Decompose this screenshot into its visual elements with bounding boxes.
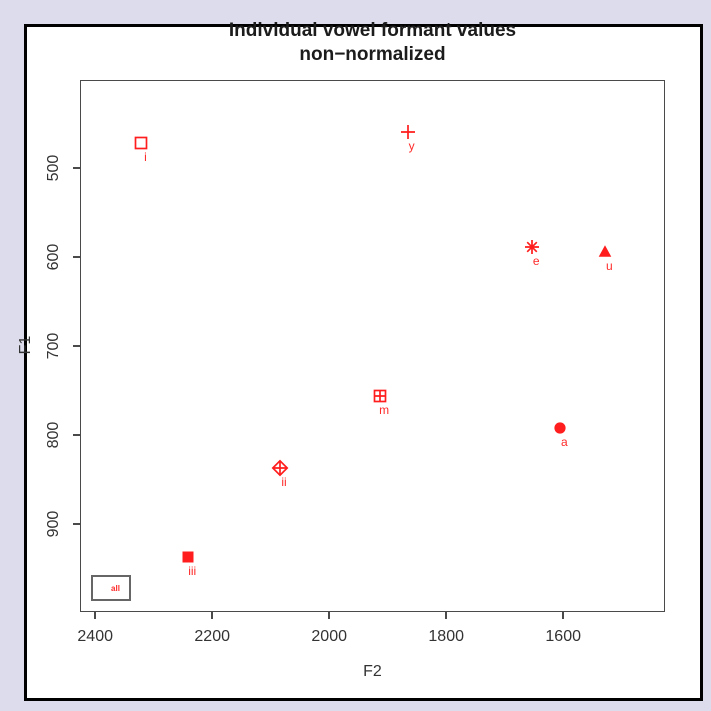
- x-tick-label-1600: 1600: [545, 628, 581, 645]
- y-tick-800: [73, 433, 80, 436]
- x-tick-1600: [562, 612, 565, 619]
- x-tick-label-2200: 2200: [194, 628, 230, 645]
- diamond-plus-icon: [271, 459, 289, 477]
- data-point-a: [550, 418, 570, 438]
- data-point-label-ii: ii: [281, 474, 287, 489]
- y-tick-500: [73, 167, 80, 170]
- x-axis-title: F2: [363, 663, 382, 680]
- filled-square-icon: [182, 551, 194, 563]
- data-point-label-i: i: [144, 150, 147, 165]
- y-tick-600: [73, 256, 80, 259]
- chart-title-line2: non−normalized: [299, 44, 446, 65]
- open-square-icon: [135, 136, 148, 150]
- filled-triangle-icon: [599, 244, 612, 257]
- legend-box: all: [91, 575, 131, 601]
- data-point-e: [522, 237, 542, 257]
- y-tick-label-600: 600: [45, 243, 62, 271]
- x-tick-2000: [328, 612, 331, 619]
- plus-icon: [400, 125, 415, 140]
- data-point-ii: [270, 458, 290, 478]
- data-point-iii: [178, 547, 198, 567]
- data-point-label-a: a: [560, 434, 568, 449]
- filled-circle-icon: [554, 422, 566, 434]
- y-tick-label-900: 900: [45, 510, 62, 538]
- x-tick-label-2000: 2000: [311, 628, 347, 645]
- y-tick-label-700: 700: [45, 332, 62, 360]
- x-tick-label-1800: 1800: [428, 628, 464, 645]
- data-point-y: [398, 122, 418, 142]
- plot-area: [80, 80, 665, 612]
- y-tick-label-500: 500: [45, 154, 62, 182]
- data-point-m: [370, 386, 390, 406]
- x-tick-2400: [94, 612, 97, 619]
- data-point-label-iii: iii: [188, 563, 197, 578]
- y-axis-title: F1: [17, 335, 34, 355]
- data-point-label-m: m: [379, 402, 390, 417]
- asterisk-icon: [525, 240, 540, 255]
- data-point-label-e: e: [532, 254, 540, 269]
- data-point-label-y: y: [408, 139, 415, 154]
- data-point-u: [595, 242, 615, 262]
- y-tick-700: [73, 345, 80, 347]
- legend-label: all: [111, 583, 120, 593]
- data-point-label-u: u: [605, 258, 613, 273]
- x-tick-label-2400: 2400: [77, 628, 113, 645]
- y-tick-label-800: 800: [45, 421, 62, 449]
- x-tick-2200: [211, 612, 214, 619]
- square-plus-icon: [373, 389, 387, 403]
- x-tick-1800: [445, 612, 448, 619]
- y-tick-900: [73, 522, 80, 525]
- chart-title-line1: Individual vowel formant values: [228, 20, 517, 41]
- chart-title: Individual vowel formant values non−norm…: [80, 19, 665, 67]
- data-point-i: [131, 133, 151, 153]
